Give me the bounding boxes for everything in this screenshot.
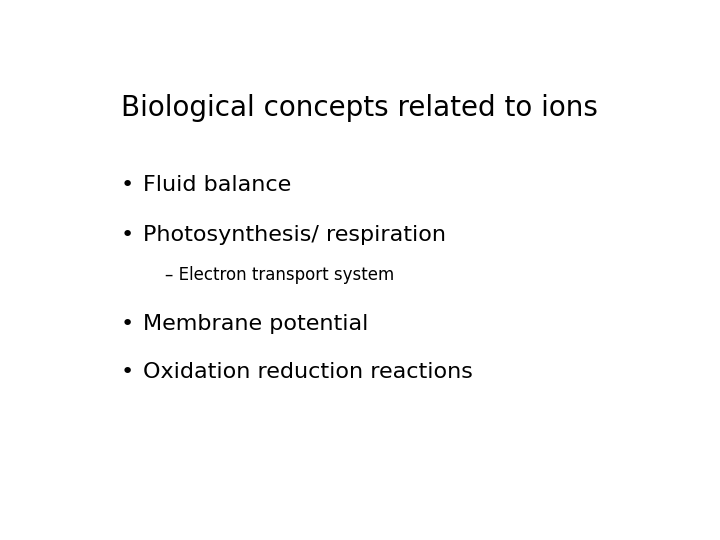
Text: •: • <box>121 175 134 195</box>
Text: Photosynthesis/ respiration: Photosynthesis/ respiration <box>143 225 446 245</box>
Text: – Electron transport system: – Electron transport system <box>166 266 395 285</box>
Text: Oxidation reduction reactions: Oxidation reduction reactions <box>143 362 473 382</box>
Text: •: • <box>121 314 134 334</box>
Text: Fluid balance: Fluid balance <box>143 175 292 195</box>
Text: •: • <box>121 362 134 382</box>
Text: Membrane potential: Membrane potential <box>143 314 369 334</box>
Text: •: • <box>121 225 134 245</box>
Text: Biological concepts related to ions: Biological concepts related to ions <box>121 94 598 122</box>
